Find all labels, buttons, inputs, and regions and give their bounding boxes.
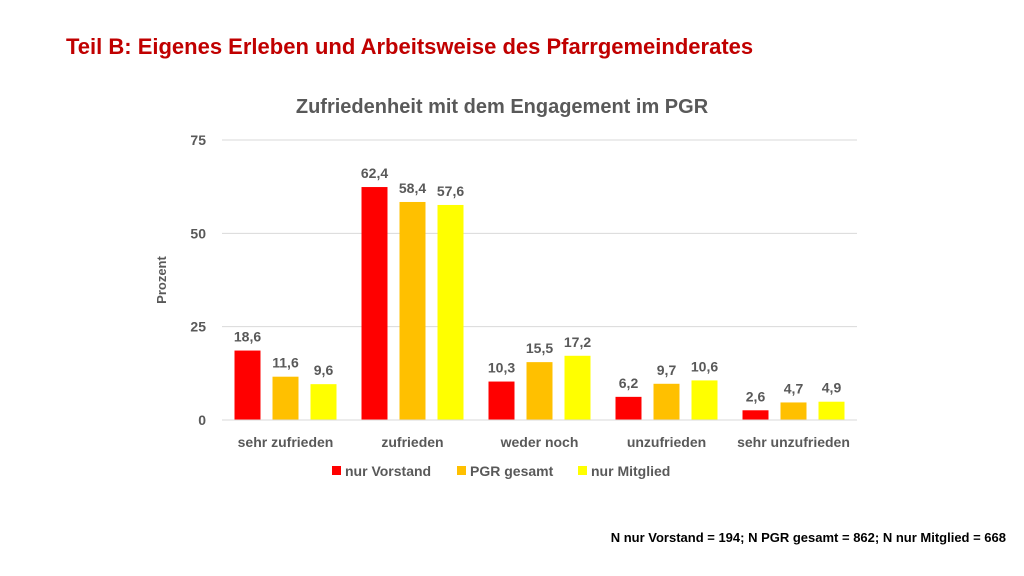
data-label: 9,7 (657, 362, 677, 378)
bar (564, 355, 591, 420)
bar (526, 362, 553, 420)
y-tick-label: 25 (190, 319, 206, 335)
bar (780, 402, 807, 420)
x-tick-label: sehr zufrieden (238, 434, 334, 450)
data-label: 58,4 (399, 180, 426, 196)
bar (488, 381, 515, 420)
legend-swatch (332, 466, 341, 475)
y-axis-label: Prozent (154, 255, 169, 303)
bar (399, 201, 426, 420)
data-label: 6,2 (619, 375, 639, 391)
data-label: 18,6 (234, 329, 261, 345)
bar (272, 376, 299, 420)
sample-size-footnote: N nur Vorstand = 194; N PGR gesamt = 862… (610, 530, 1006, 545)
y-tick-label: 50 (190, 225, 206, 241)
bar (818, 401, 845, 420)
bar (361, 187, 388, 420)
legend-label: nur Vorstand (345, 463, 431, 479)
bar (691, 380, 718, 420)
bar (615, 396, 642, 420)
x-tick-label: zufrieden (381, 434, 443, 450)
bar (653, 383, 680, 420)
x-tick-label: weder noch (500, 434, 579, 450)
data-label: 2,6 (746, 388, 766, 404)
data-label: 15,5 (526, 340, 553, 356)
legend-swatch (457, 466, 466, 475)
data-label: 4,7 (784, 380, 804, 396)
bar (234, 350, 261, 420)
data-label: 57,6 (437, 183, 464, 199)
bar (310, 384, 337, 420)
bar (742, 410, 769, 420)
data-label: 9,6 (314, 362, 334, 378)
data-label: 4,9 (822, 380, 842, 396)
legend-label: PGR gesamt (470, 463, 554, 479)
data-label: 11,6 (272, 355, 299, 371)
legend-label: nur Mitglied (591, 463, 670, 479)
x-tick-label: sehr unzufrieden (737, 434, 850, 450)
data-label: 10,3 (488, 360, 515, 376)
data-label: 62,4 (361, 165, 388, 181)
slide-title: Teil B: Eigenes Erleben und Arbeitsweise… (66, 34, 754, 59)
legend-swatch (578, 466, 587, 475)
bar (437, 204, 464, 420)
x-tick-label: unzufrieden (627, 434, 706, 450)
y-tick-label: 0 (198, 412, 206, 428)
chart-title: Zufriedenheit mit dem Engagement im PGR (295, 96, 709, 118)
data-label: 10,6 (691, 358, 718, 374)
data-label: 17,2 (564, 334, 591, 350)
y-tick-label: 75 (190, 132, 206, 148)
